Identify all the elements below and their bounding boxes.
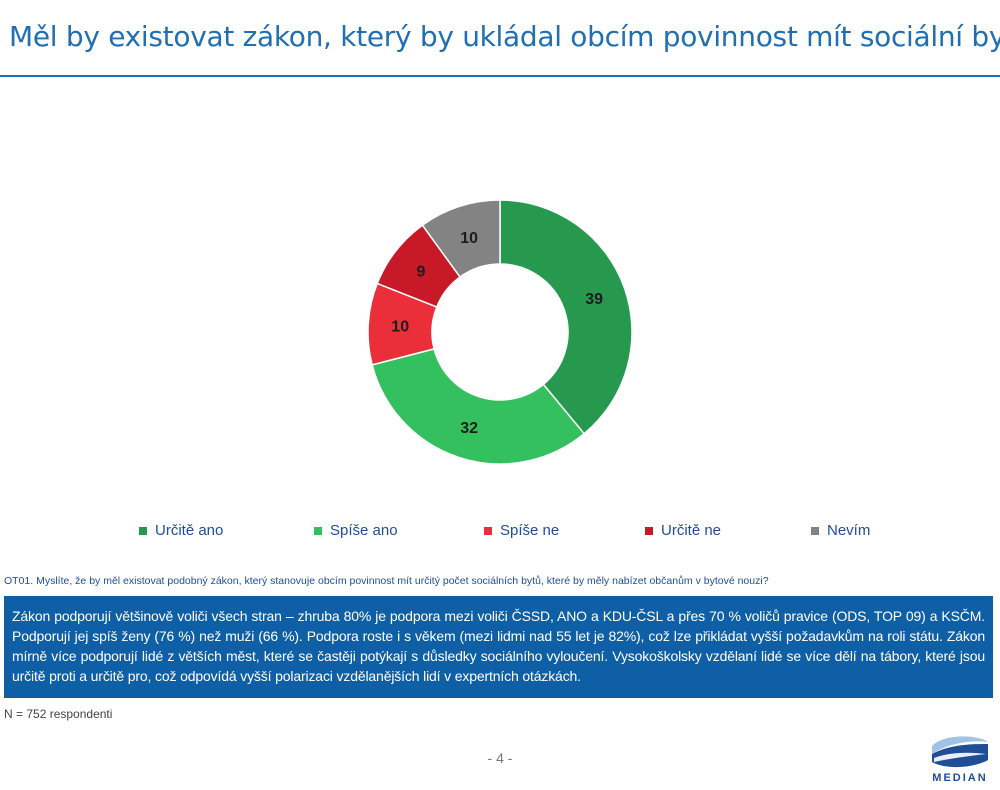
legend-swatch [645, 526, 653, 535]
data-label: 39 [585, 291, 603, 308]
survey-question: OT01. Myslíte, že by měl existovat podob… [4, 575, 769, 587]
data-label: 9 [417, 264, 426, 281]
median-logo-icon [932, 736, 988, 768]
legend-swatch [314, 526, 322, 535]
donut-slices [367, 199, 633, 465]
data-label: 32 [460, 420, 478, 437]
page-number: - 4 - [487, 750, 513, 766]
data-label: 10 [460, 230, 478, 247]
legend-swatch [811, 526, 819, 535]
legend-swatch [139, 526, 147, 535]
data-label: 10 [391, 319, 409, 336]
title-divider [0, 75, 1000, 77]
summary-text: Zákon podporují většinově voliči všech s… [12, 608, 985, 684]
donut-data-labels: 39 32 10 9 10 [391, 230, 603, 437]
donut-chart: 39 32 10 9 10 [367, 199, 633, 465]
donut-slice-nevím [421, 199, 501, 279]
summary-box: Zákon podporují většinově voliči všech s… [4, 596, 993, 698]
legend-item-urcite-ne: Určitě ne [645, 522, 721, 539]
legend-swatch [484, 526, 492, 535]
legend-item-spise-ne: Spíše ne [484, 522, 559, 539]
legend-label: Spíše ano [330, 522, 398, 539]
legend-item-nevim: Nevím [811, 522, 870, 539]
sample-size-note: N = 752 respondenti [4, 707, 113, 721]
legend-label: Určitě ano [155, 522, 224, 539]
legend-item-spise-ano: Spíše ano [314, 522, 398, 539]
donut-slice-určitě-ano [499, 199, 633, 435]
legend-label: Nevím [827, 522, 871, 539]
page-title: Měl by existovat zákon, který by ukládal… [9, 20, 1000, 53]
legend-label: Určitě ne [661, 522, 722, 539]
median-logo: MEDIAN [924, 732, 996, 787]
donut-slice-spíše-ano [371, 347, 586, 465]
logo-wordmark: MEDIAN [932, 772, 988, 784]
legend-label: Spíše ne [500, 522, 560, 539]
chart-legend: Určitě ano Spíše ano Spíše ne Určitě ne … [0, 522, 1000, 544]
legend-item-urcite-ano: Určitě ano [139, 522, 223, 539]
